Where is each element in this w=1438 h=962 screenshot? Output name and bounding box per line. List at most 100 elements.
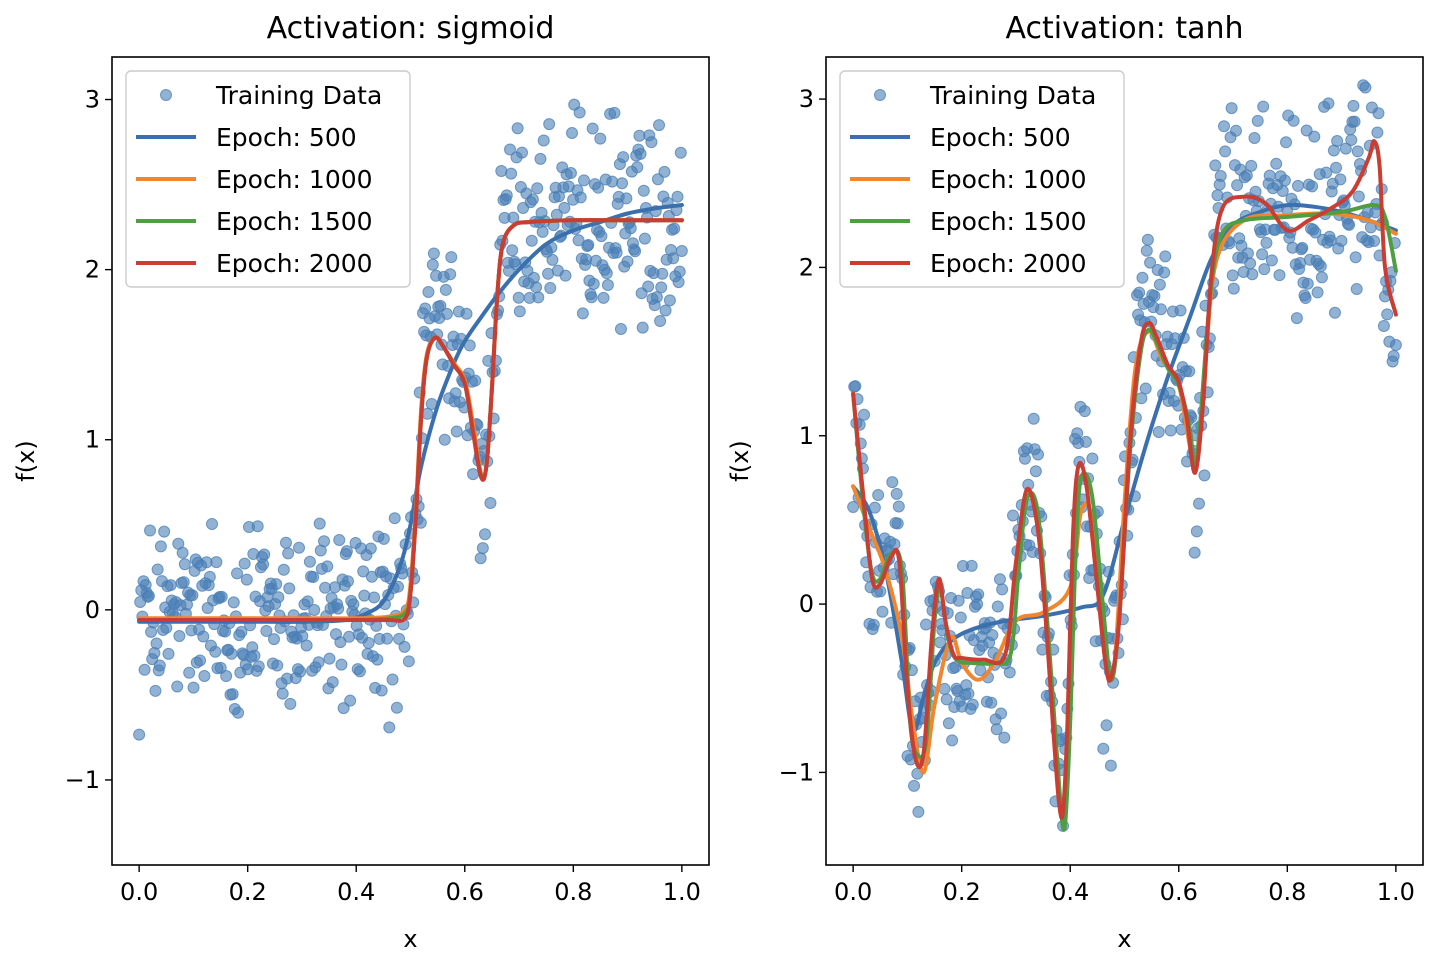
legend-label: Epoch: 500 [930,123,1071,152]
training-data-point [333,533,346,546]
training-data-point [1330,161,1343,174]
training-data-point [600,267,613,280]
training-data-point [515,146,528,159]
training-data-point [312,656,325,669]
chart-title: Activation: sigmoid [267,11,555,46]
x-tick-label: 1.0 [663,878,701,906]
x-tick-label: 0.8 [554,878,592,906]
training-data-point [1071,427,1084,440]
training-data-point [892,500,905,513]
training-data-point [574,191,587,204]
legend-box [839,70,1125,288]
y-tick-label: 3 [85,86,100,114]
training-data-point [326,676,339,689]
training-data-point [986,628,999,641]
training-data-point [301,595,314,608]
training-data-point [279,536,292,549]
training-data-point [277,563,290,576]
training-data-point [645,136,658,149]
training-data-point [582,238,595,251]
training-data-point [209,645,222,658]
training-data-point [1003,666,1016,679]
training-data-point [307,570,320,583]
training-data-point [1270,157,1283,170]
training-data-point [308,603,321,616]
training-data-point [450,425,463,438]
training-data-point [357,565,370,578]
legend-label: Training Data [929,81,1096,110]
training-data-point [1381,308,1394,321]
training-data-point [294,665,307,678]
training-data-point [920,618,933,631]
training-data-point [616,177,629,190]
training-data-point [220,670,233,683]
training-data-point [638,232,651,245]
training-data-point [198,669,211,682]
training-data-point [1141,233,1154,246]
panel-sigmoid: Activation: sigmoid 0.0 0.2 0.4 0.6 0.8 1.0 −… [12,11,710,953]
training-data-point [335,658,348,671]
training-data-point [886,476,899,489]
training-data-point [1225,102,1238,115]
training-data-point [891,517,904,530]
training-data-point [990,723,1003,736]
training-data-point [268,633,281,646]
training-data-point [1328,306,1341,319]
training-data-point [1164,424,1177,437]
training-data-point [341,575,354,588]
training-data-point [479,528,492,541]
training-data-point [214,661,227,674]
training-data-point [371,653,384,666]
training-data-point [573,106,586,119]
training-data-point [653,119,666,132]
training-data-point [390,701,403,714]
training-data-point [158,525,171,538]
training-data-point [474,552,487,565]
training-data-point [674,146,687,159]
training-data-point [318,535,331,548]
training-data-point [636,321,649,334]
legend-marker [160,89,172,101]
training-data-point [439,283,452,296]
training-data-point [1257,100,1270,113]
training-data-point [1139,382,1152,395]
training-data-point [631,161,644,174]
training-data-point [460,307,473,320]
training-data-point [505,167,518,180]
training-data-point [624,222,637,235]
panel-tanh: Activation: tanh 0.0 0.2 0.4 0.6 0.8 1.0 −1 0 1… [726,11,1424,953]
training-data-point [153,659,166,672]
training-data-point [1280,136,1293,149]
x-tick-label: 1.0 [1377,878,1415,906]
y-tick-label: −1 [779,758,814,786]
x-tick-label: 0.2 [943,878,981,906]
x-tick-label: 0.0 [120,878,158,906]
legend-label: Epoch: 1500 [216,207,373,236]
training-data-point [1256,248,1269,261]
training-data-point [965,559,978,572]
training-data-point [1260,236,1273,249]
training-data-point [985,696,998,709]
y-tick-label: 1 [799,422,814,450]
training-data-point [1306,180,1319,193]
legend-label: Epoch: 1000 [216,165,373,194]
training-data-point [368,591,381,604]
x-axis-label: x [403,925,417,953]
training-data-point [620,192,633,205]
training-data-point [194,654,207,667]
training-data-point [1251,114,1264,127]
training-data-point [610,246,623,259]
training-data-point [1278,174,1291,187]
y-tick-label: 0 [85,596,100,624]
training-data-point [1211,189,1224,202]
x-tick-label: 0.8 [1268,878,1306,906]
training-data-point [364,542,377,555]
training-data-point [546,253,559,266]
training-data-point [1140,244,1153,257]
training-data-point [1159,250,1172,263]
training-data-point [592,181,605,194]
training-data-point [1273,269,1286,282]
training-data-point [1219,145,1232,158]
training-data-point [282,547,295,560]
